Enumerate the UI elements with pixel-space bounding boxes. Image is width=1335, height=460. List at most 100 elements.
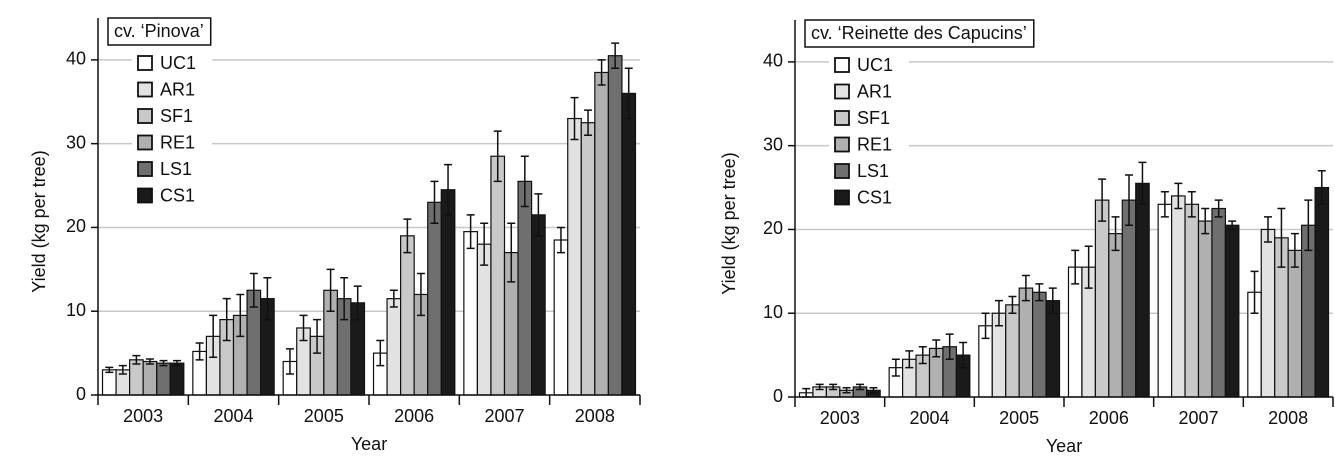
bar <box>607 55 623 396</box>
y-tick-label: 20 <box>66 216 86 236</box>
x-tick-label: 2008 <box>575 406 615 426</box>
error-bar <box>105 366 114 374</box>
title-box <box>804 19 1035 48</box>
error-bar <box>1160 190 1169 218</box>
error-bar <box>905 350 914 369</box>
error-bar <box>1084 245 1093 289</box>
error-bar <box>994 299 1003 327</box>
error-bar <box>1290 232 1299 268</box>
error-bar <box>1214 199 1223 218</box>
bar <box>129 359 144 396</box>
legend-swatch <box>834 189 850 206</box>
error-bar <box>132 354 141 365</box>
legend-label: AR1 <box>857 81 892 101</box>
bar <box>553 239 569 396</box>
x-tick-label: 2004 <box>909 408 949 428</box>
y-tick-label: 20 <box>763 218 783 238</box>
error-bar <box>1138 161 1147 206</box>
bar <box>530 214 546 396</box>
x-tick-label: 2007 <box>1178 408 1218 428</box>
bar <box>1067 266 1083 398</box>
legend-background <box>829 51 909 214</box>
bar <box>400 235 415 396</box>
y-axis-label: Yield (kg per tree) <box>29 150 49 292</box>
x-tick-label: 2007 <box>484 406 524 426</box>
error-bar <box>340 276 349 321</box>
x-tick-label: 2003 <box>123 406 163 426</box>
bar <box>490 155 506 396</box>
error-bar <box>1250 270 1259 314</box>
error-bar <box>570 96 579 141</box>
bar <box>1211 207 1226 398</box>
bar <box>1287 249 1303 398</box>
error-bar <box>416 272 425 317</box>
legend-swatch <box>137 187 153 204</box>
bar <box>1135 182 1150 398</box>
bar <box>1170 195 1186 398</box>
error-bar <box>376 339 385 367</box>
bar <box>517 180 533 396</box>
y-tick-label: 10 <box>763 302 783 322</box>
bar <box>386 298 402 396</box>
error-bar <box>1035 283 1044 302</box>
bar <box>101 369 117 396</box>
error-bar <box>118 364 127 375</box>
bar <box>440 189 456 396</box>
error-bar <box>597 59 606 86</box>
legend-swatch <box>137 134 153 151</box>
error-bar <box>1263 216 1272 243</box>
error-bar <box>932 339 941 358</box>
chart-title: cv. ‘Pinova’ <box>114 21 204 41</box>
error-bar <box>624 67 633 120</box>
error-bar <box>326 268 335 312</box>
error-bar <box>842 387 851 394</box>
error-bar <box>815 383 824 391</box>
error-bar <box>430 180 439 225</box>
bar <box>427 201 442 396</box>
error-bar <box>285 348 294 375</box>
bar <box>1018 287 1034 398</box>
legend-label: LS1 <box>857 161 889 181</box>
legend-label: SF1 <box>857 108 890 128</box>
error-bar <box>534 193 543 237</box>
bar <box>621 92 637 396</box>
y-axis-label: Yield (kg per tree) <box>719 152 739 294</box>
x-tick-label: 2008 <box>1268 408 1308 428</box>
x-tick-label: 2006 <box>394 406 434 426</box>
bar <box>142 360 158 396</box>
y-tick-label: 0 <box>76 384 86 404</box>
y-tick-label: 30 <box>763 134 783 154</box>
legend-swatch <box>834 57 850 73</box>
bar <box>156 362 171 396</box>
error-bar <box>299 314 308 342</box>
error-bar <box>1201 207 1210 235</box>
error-bar <box>869 387 878 394</box>
error-bar <box>1228 220 1237 231</box>
error-bar <box>480 222 489 266</box>
bar <box>1094 199 1110 398</box>
bar <box>1314 186 1330 398</box>
error-bar <box>856 383 865 391</box>
error-bar <box>1174 182 1183 210</box>
error-bar <box>1125 174 1134 227</box>
legend-label: AR1 <box>160 79 195 99</box>
bar <box>1197 220 1213 398</box>
bar <box>169 362 185 396</box>
error-bar <box>173 359 182 367</box>
x-axis-label: Year <box>351 434 387 454</box>
error-bar <box>1098 178 1107 222</box>
error-bar <box>584 109 593 137</box>
error-bar <box>1021 274 1030 302</box>
legend-swatch <box>137 161 153 177</box>
legend-swatch <box>137 81 153 98</box>
x-tick-label: 2004 <box>213 406 253 426</box>
error-bar <box>1048 287 1057 314</box>
error-bar <box>159 359 168 367</box>
x-tick-label: 2005 <box>304 406 344 426</box>
legend-label: RE1 <box>160 132 195 152</box>
bar <box>476 243 492 396</box>
error-bar <box>945 333 954 361</box>
error-bar <box>1008 295 1017 314</box>
bar <box>1121 199 1137 398</box>
